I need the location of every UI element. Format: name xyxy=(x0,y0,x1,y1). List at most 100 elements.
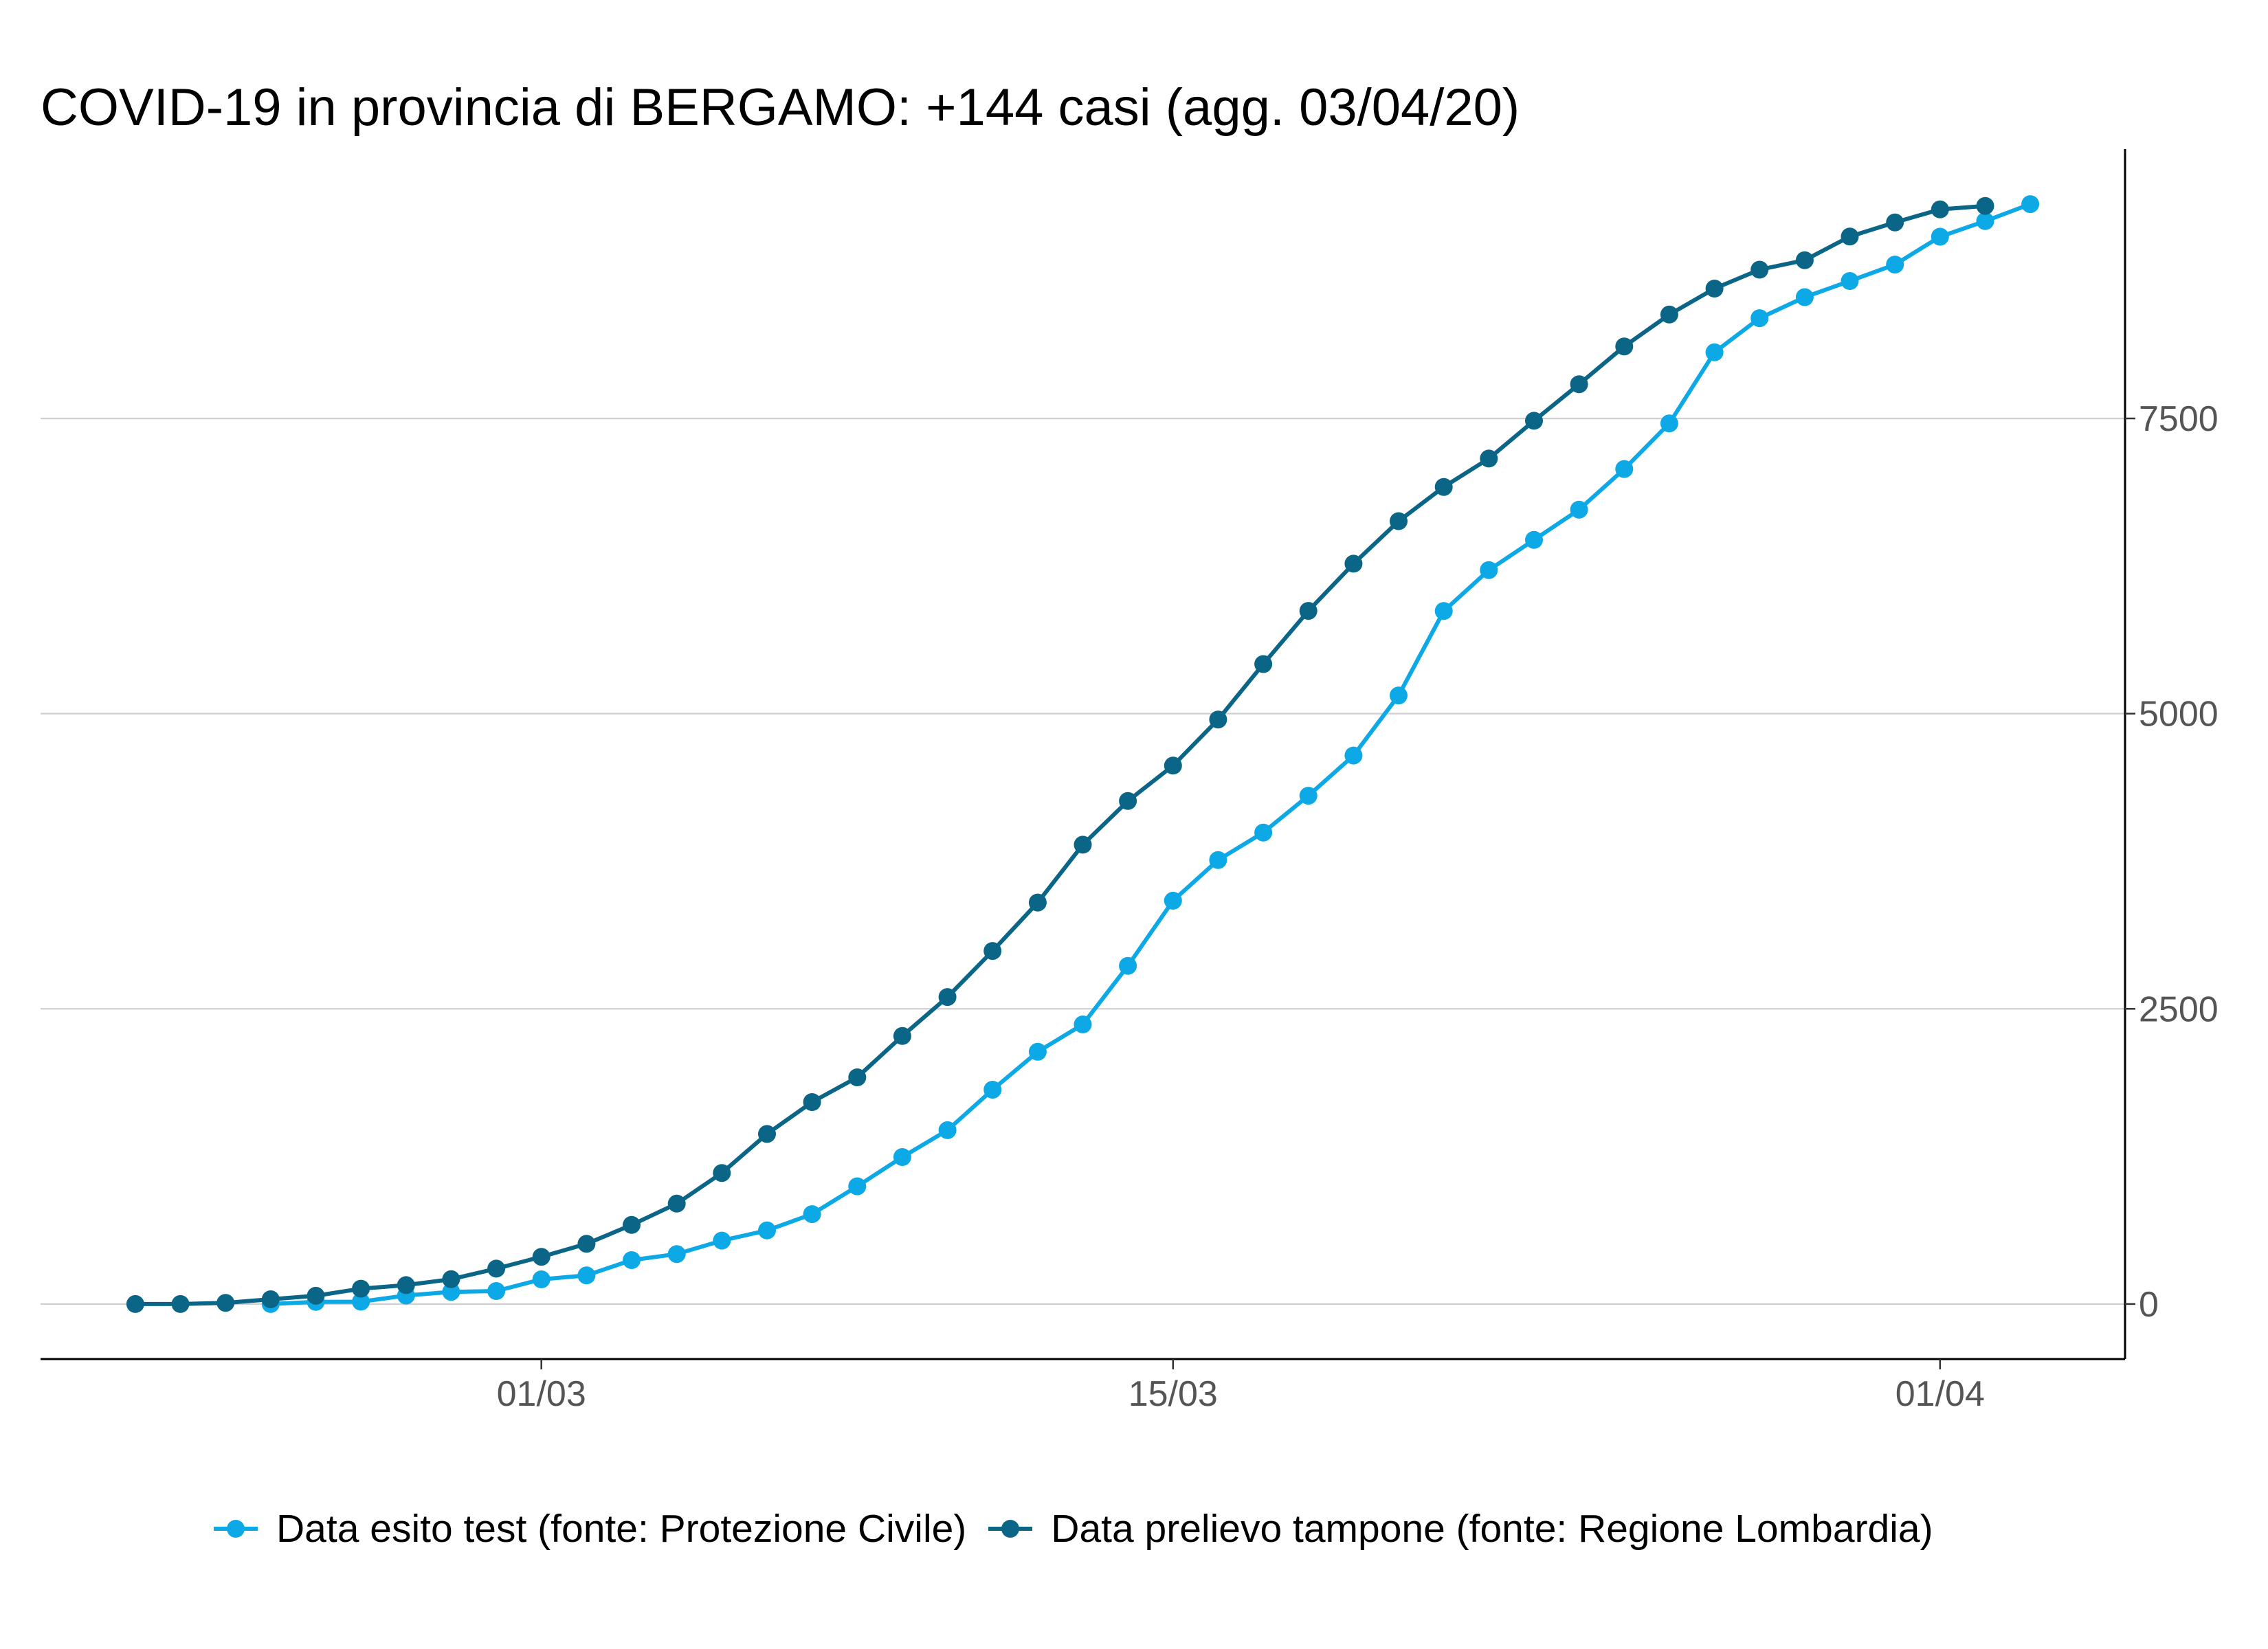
series-line-esito-test xyxy=(268,202,2033,1306)
y-axis-ticks: 0 2500 5000 7500 xyxy=(2125,399,2219,1325)
data-point-esito-test xyxy=(803,1205,821,1224)
data-point-prelievo-tampone xyxy=(848,1068,867,1086)
data-point-prelievo-tampone xyxy=(171,1294,190,1313)
data-point-prelievo-tampone xyxy=(487,1259,506,1278)
data-point-prelievo-tampone xyxy=(758,1125,776,1143)
data-point-esito-test xyxy=(1164,891,1182,910)
data-point-esito-test xyxy=(532,1270,551,1288)
data-point-esito-test xyxy=(1660,414,1678,433)
data-point-esito-test xyxy=(1480,561,1498,579)
data-point-prelievo-tampone xyxy=(1570,375,1588,394)
y-tick-label: 5000 xyxy=(2139,695,2219,734)
data-point-esito-test xyxy=(1254,823,1273,842)
data-point-esito-test xyxy=(1434,602,1453,620)
data-point-prelievo-tampone xyxy=(577,1235,596,1253)
data-point-prelievo-tampone xyxy=(307,1286,325,1305)
data-point-prelievo-tampone xyxy=(1028,893,1047,912)
data-point-prelievo-tampone xyxy=(1480,449,1498,468)
data-point-prelievo-tampone xyxy=(1615,337,1634,356)
data-point-prelievo-tampone xyxy=(1254,655,1273,673)
data-point-prelievo-tampone xyxy=(216,1294,235,1312)
data-point-prelievo-tampone xyxy=(1119,792,1137,810)
data-point-esito-test xyxy=(848,1177,867,1196)
x-tick-label: 01/04 xyxy=(1895,1374,1985,1414)
data-point-esito-test xyxy=(758,1221,776,1239)
data-point-esito-test xyxy=(1525,530,1543,549)
data-point-prelievo-tampone xyxy=(1434,478,1453,496)
data-point-prelievo-tampone xyxy=(1886,213,1904,232)
data-point-esito-test xyxy=(1570,500,1588,519)
data-point-prelievo-tampone xyxy=(532,1248,551,1266)
data-point-esito-test xyxy=(1028,1042,1047,1061)
data-point-esito-test xyxy=(713,1231,731,1250)
data-point-prelievo-tampone xyxy=(1344,554,1363,573)
data-point-esito-test xyxy=(1074,1016,1092,1033)
data-point-prelievo-tampone xyxy=(1074,835,1092,854)
data-point-prelievo-tampone xyxy=(442,1270,460,1288)
x-tick-label: 01/03 xyxy=(497,1374,586,1414)
chart-title: COVID-19 in provincia di BERGAMO: +144 c… xyxy=(41,78,1520,137)
data-point-prelievo-tampone xyxy=(352,1279,370,1298)
data-point-prelievo-tampone xyxy=(1795,251,1814,269)
legend-label-esito-test: Data esito test (fonte: Protezione Civil… xyxy=(276,1507,967,1551)
data-point-esito-test xyxy=(1841,272,1859,290)
data-point-esito-test xyxy=(1615,460,1634,478)
legend-item-esito-test: Data esito test (fonte: Protezione Civil… xyxy=(214,1506,966,1551)
data-point-prelievo-tampone xyxy=(126,1294,144,1313)
data-point-esito-test xyxy=(1344,746,1363,765)
data-point-prelievo-tampone xyxy=(803,1093,821,1111)
data-point-esito-test xyxy=(1705,343,1724,361)
data-point-prelievo-tampone xyxy=(397,1276,415,1294)
legend-item-prelievo-tampone: Data prelievo tampone (fonte: Regione Lo… xyxy=(988,1506,1933,1551)
legend-label-prelievo-tampone: Data prelievo tampone (fonte: Regione Lo… xyxy=(1051,1507,1933,1551)
data-point-prelievo-tampone xyxy=(1390,512,1408,530)
data-point-prelievo-tampone xyxy=(1705,280,1724,298)
data-point-prelievo-tampone xyxy=(1841,227,1859,246)
legend: Data esito test (fonte: Protezione Civil… xyxy=(214,1501,1933,1556)
data-point-prelievo-tampone xyxy=(1209,710,1227,729)
data-point-esito-test xyxy=(577,1266,596,1285)
data-point-prelievo-tampone xyxy=(1299,602,1318,620)
data-point-esito-test xyxy=(1795,288,1814,306)
x-axis-ticks: 01/03 15/03 01/04 xyxy=(497,1359,1985,1414)
data-point-esito-test xyxy=(1209,851,1227,869)
data-point-esito-test xyxy=(352,1292,370,1311)
series-points xyxy=(126,195,2040,1313)
data-point-esito-test xyxy=(1976,212,1994,230)
data-point-prelievo-tampone xyxy=(623,1215,641,1234)
data-point-prelievo-tampone xyxy=(1525,412,1543,430)
data-point-prelievo-tampone xyxy=(938,988,957,1007)
data-point-esito-test xyxy=(1931,227,1949,246)
data-point-esito-test xyxy=(667,1245,686,1264)
data-point-esito-test xyxy=(1750,309,1769,328)
x-tick-label: 15/03 xyxy=(1129,1374,1218,1414)
data-point-prelievo-tampone xyxy=(1750,260,1769,279)
data-point-prelievo-tampone xyxy=(983,942,1002,961)
data-point-prelievo-tampone xyxy=(1164,756,1182,775)
gridlines xyxy=(41,417,2125,1305)
data-point-esito-test xyxy=(487,1282,506,1300)
data-point-prelievo-tampone xyxy=(667,1194,686,1213)
data-point-prelievo-tampone xyxy=(713,1164,731,1182)
data-point-esito-test xyxy=(1299,787,1318,805)
data-point-esito-test xyxy=(1119,956,1137,975)
data-point-esito-test xyxy=(442,1283,460,1301)
data-point-esito-test xyxy=(2021,195,2040,214)
data-point-prelievo-tampone xyxy=(261,1290,280,1308)
y-tick-label: 0 xyxy=(2139,1285,2159,1325)
legend-key-esito-test xyxy=(214,1520,258,1538)
data-point-esito-test xyxy=(983,1081,1002,1099)
data-point-esito-test xyxy=(1886,256,1904,274)
data-point-esito-test xyxy=(623,1251,641,1269)
data-point-esito-test xyxy=(893,1148,911,1166)
series-line-prelievo-tampone xyxy=(133,203,1988,1306)
legend-key-prelievo-tampone xyxy=(988,1520,1033,1538)
data-point-prelievo-tampone xyxy=(1931,200,1949,218)
data-point-esito-test xyxy=(938,1121,957,1139)
data-point-esito-test xyxy=(1390,686,1408,705)
series-lines xyxy=(133,202,2033,1306)
data-point-prelievo-tampone xyxy=(1976,197,1994,215)
y-tick-label: 7500 xyxy=(2139,399,2219,439)
data-point-prelievo-tampone xyxy=(1660,305,1678,324)
